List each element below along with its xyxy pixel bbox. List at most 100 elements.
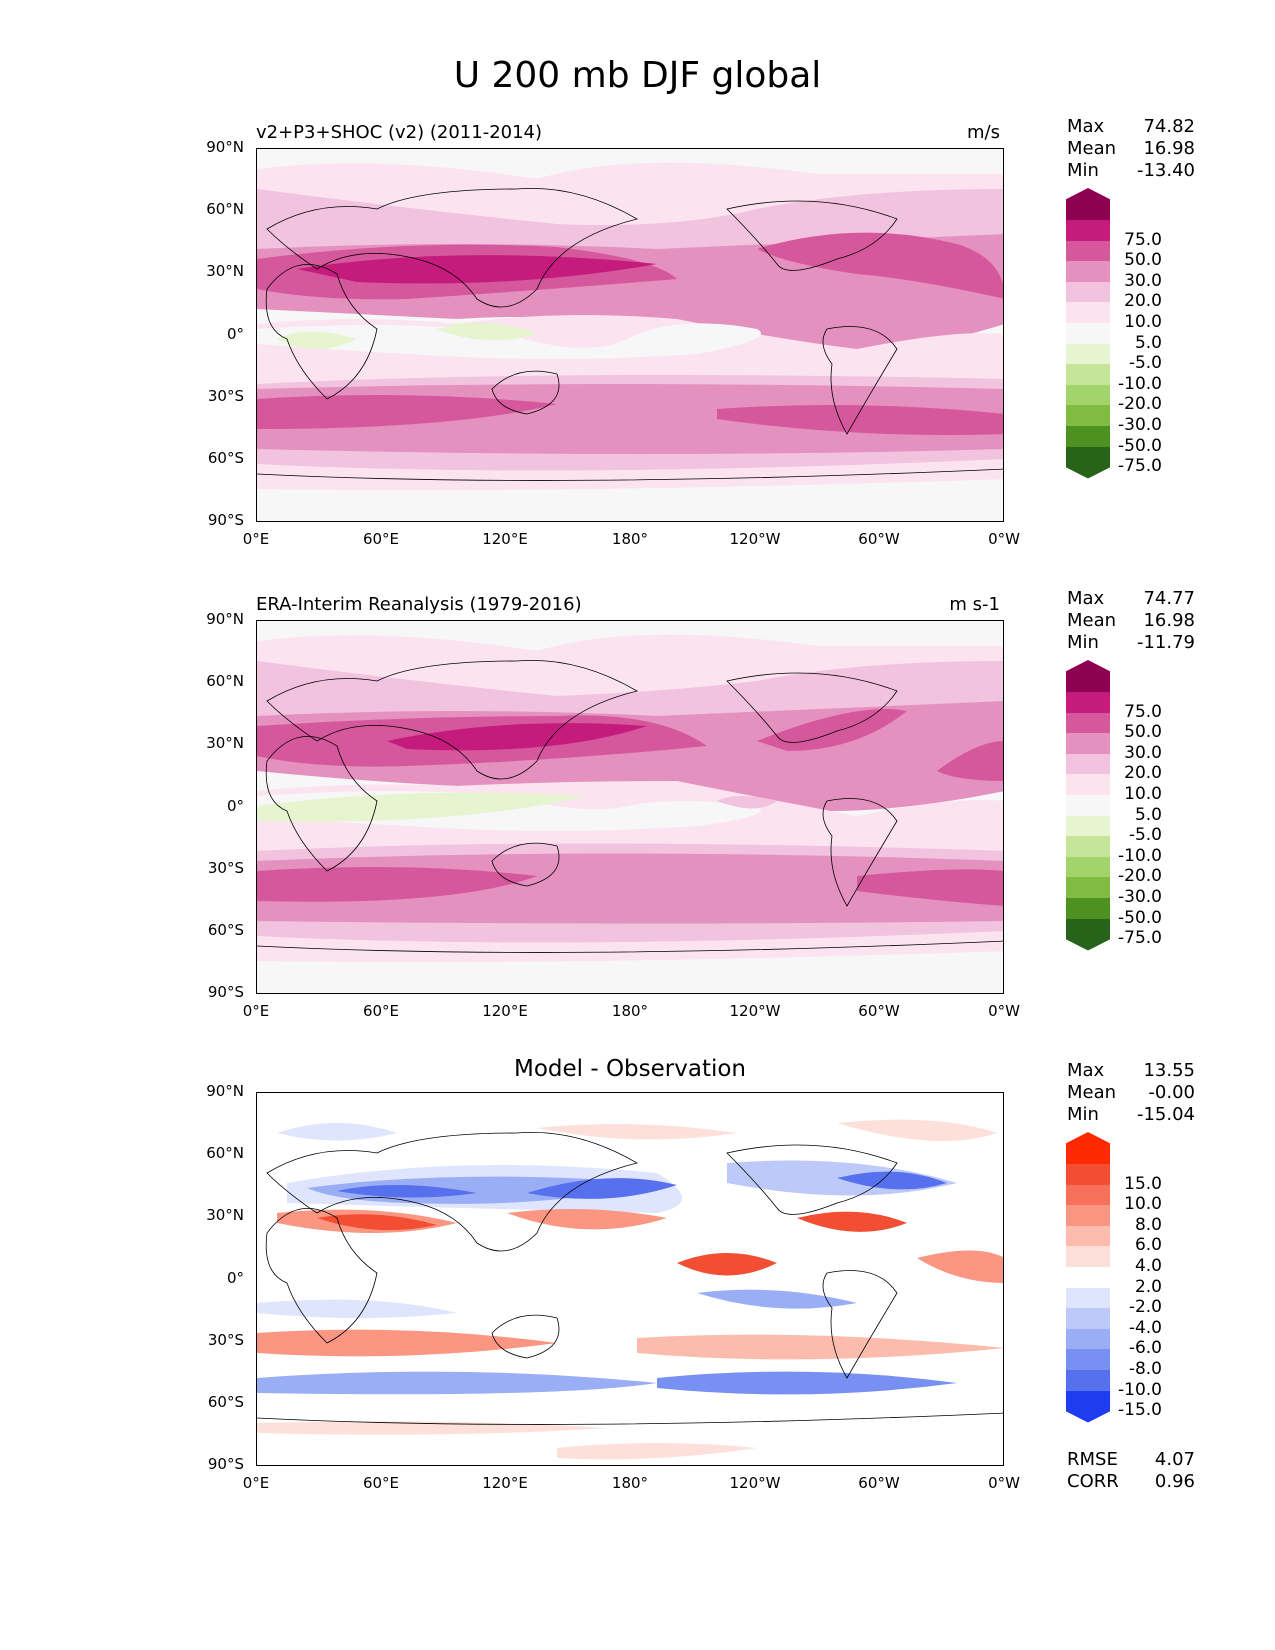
colorbar-tick-label: 8.0	[1134, 1214, 1162, 1235]
colorbar-tick-label: -6.0	[1128, 1338, 1162, 1359]
colorbar-segment	[1066, 1164, 1110, 1185]
lon-label: 60°E	[362, 1002, 400, 1020]
colorbar-tick-label: -15.0	[1118, 1400, 1162, 1421]
lon-label: 0°W	[988, 530, 1020, 548]
map-plot	[256, 1092, 1004, 1466]
colorbar-tick-label: -20.0	[1118, 394, 1162, 415]
stats-box: Max 13.55 Mean -0.00 Min -15.04	[1067, 1060, 1195, 1126]
lat-label: 30°S	[207, 387, 244, 405]
stat-max-label: Max	[1067, 116, 1105, 137]
lat-label: 30°N	[206, 734, 244, 752]
colorbar-tick-label: 75.0	[1124, 701, 1162, 722]
colorbar-segment	[1066, 1308, 1110, 1329]
colorbar-segment	[1066, 1349, 1110, 1370]
stat-max: 13.55	[1143, 1060, 1195, 1081]
lon-label: 60°W	[858, 1474, 900, 1492]
colorbar-tick-label: -50.0	[1118, 907, 1162, 928]
colorbar-segment	[1066, 1328, 1110, 1350]
colorbar-segment	[1066, 877, 1110, 898]
lat-label: 90°S	[207, 511, 244, 529]
map-plot	[256, 148, 1004, 522]
colorbar-segment	[1066, 856, 1110, 878]
lon-label: 0°E	[242, 1002, 270, 1020]
colorbar-segment	[1066, 712, 1110, 734]
colorbar	[1066, 188, 1110, 479]
colorbar-tick-label: 6.0	[1134, 1235, 1162, 1256]
contour-field	[257, 1119, 1003, 1460]
colorbar-segment	[1066, 1184, 1110, 1206]
rmse-label: RMSE	[1067, 1449, 1118, 1470]
contour-field	[257, 634, 1003, 993]
panel-ref: ERA-Interim Reanalysis (1979-2016) m s-1	[0, 588, 1275, 1062]
colorbar-tick-label: 15.0	[1124, 1173, 1162, 1194]
stat-min-label: Min	[1067, 1104, 1099, 1125]
panel-units: m/s	[967, 122, 1000, 143]
stat-mean: 16.98	[1143, 138, 1195, 159]
stat-min: -11.79	[1136, 632, 1195, 653]
stat-min: -15.04	[1136, 1104, 1195, 1125]
lat-label: 30°S	[207, 859, 244, 877]
colorbar-tick-label: -4.0	[1128, 1317, 1162, 1338]
colorbar-tick-label: -10.0	[1118, 845, 1162, 866]
lon-label: 120°E	[482, 530, 528, 548]
lat-label: 60°N	[206, 672, 244, 690]
lat-label: 60°N	[206, 200, 244, 218]
colorbar-segment	[1066, 692, 1110, 713]
panel-title: ERA-Interim Reanalysis (1979-2016)	[256, 594, 582, 615]
colorbar-tick-label: 75.0	[1124, 229, 1162, 250]
lat-label: 90°S	[207, 983, 244, 1001]
colorbar-segment	[1066, 220, 1110, 241]
map-plot	[256, 620, 1004, 994]
lon-label: 60°E	[362, 1474, 400, 1492]
colorbar-segment	[1066, 405, 1110, 426]
metrics-box: RMSE 4.07 CORR 0.96	[1067, 1449, 1195, 1493]
colorbar-tick-label: -2.0	[1128, 1297, 1162, 1318]
stat-mean-label: Mean	[1067, 138, 1117, 159]
lat-label: 0°	[226, 1269, 244, 1287]
colorbar-tick-label: -50.0	[1118, 435, 1162, 456]
lon-label: 0°W	[988, 1474, 1020, 1492]
colorbar-tick-label: 50.0	[1124, 250, 1162, 271]
colorbar-segment	[1066, 774, 1110, 795]
lat-label: 60°N	[206, 1144, 244, 1162]
colorbar-tick-label: -20.0	[1118, 866, 1162, 887]
panel-units: m s-1	[949, 594, 1000, 615]
colorbar-segment	[1066, 753, 1110, 775]
lat-label: 60°S	[207, 449, 244, 467]
colorbar-segment	[1066, 815, 1110, 837]
figure-title: U 200 mb DJF global	[453, 55, 822, 96]
colorbar-segment	[1066, 281, 1110, 303]
corr-label: CORR	[1067, 1471, 1119, 1492]
colorbar-tick-label: 5.0	[1134, 332, 1162, 353]
colorbar-extend-max	[1066, 1132, 1110, 1164]
colorbar-segment	[1066, 425, 1110, 447]
panel-test: v2+P3+SHOC (v2) (2011-2014) m/s	[0, 116, 1275, 590]
lon-label: 180°	[611, 530, 649, 548]
lat-label: 60°S	[207, 1393, 244, 1411]
lat-label: 90°N	[206, 610, 244, 628]
lon-label: 0°E	[242, 530, 270, 548]
colorbar-tick-label: -10.0	[1118, 1379, 1162, 1400]
stat-min: -13.40	[1136, 160, 1195, 181]
stat-mean-label: Mean	[1067, 610, 1117, 631]
colorbar-tick-label: -8.0	[1128, 1359, 1162, 1379]
lat-label: 60°S	[207, 921, 244, 939]
colorbar-tick-label: 10.0	[1124, 312, 1162, 332]
colorbar-segment	[1066, 1287, 1110, 1309]
lat-label: 90°S	[207, 1455, 244, 1473]
colorbar	[1066, 1132, 1110, 1423]
stat-min-label: Min	[1067, 632, 1099, 653]
colorbar-segment	[1066, 364, 1110, 385]
colorbar-tick-label: -75.0	[1118, 928, 1162, 949]
stat-max: 74.77	[1143, 588, 1195, 609]
panel-title: v2+P3+SHOC (v2) (2011-2014)	[256, 122, 543, 143]
stat-max-label: Max	[1067, 588, 1105, 609]
lat-label: 0°	[226, 325, 244, 343]
lat-label: 30°S	[207, 1331, 244, 1349]
colorbar-tick-label: 20.0	[1124, 763, 1162, 784]
lon-label: 60°W	[858, 530, 900, 548]
colorbar-tick-label: 50.0	[1124, 722, 1162, 743]
colorbar-tick-label: 2.0	[1134, 1276, 1162, 1297]
colorbar-tick-label: -30.0	[1118, 415, 1162, 435]
lat-label: 30°N	[206, 262, 244, 280]
